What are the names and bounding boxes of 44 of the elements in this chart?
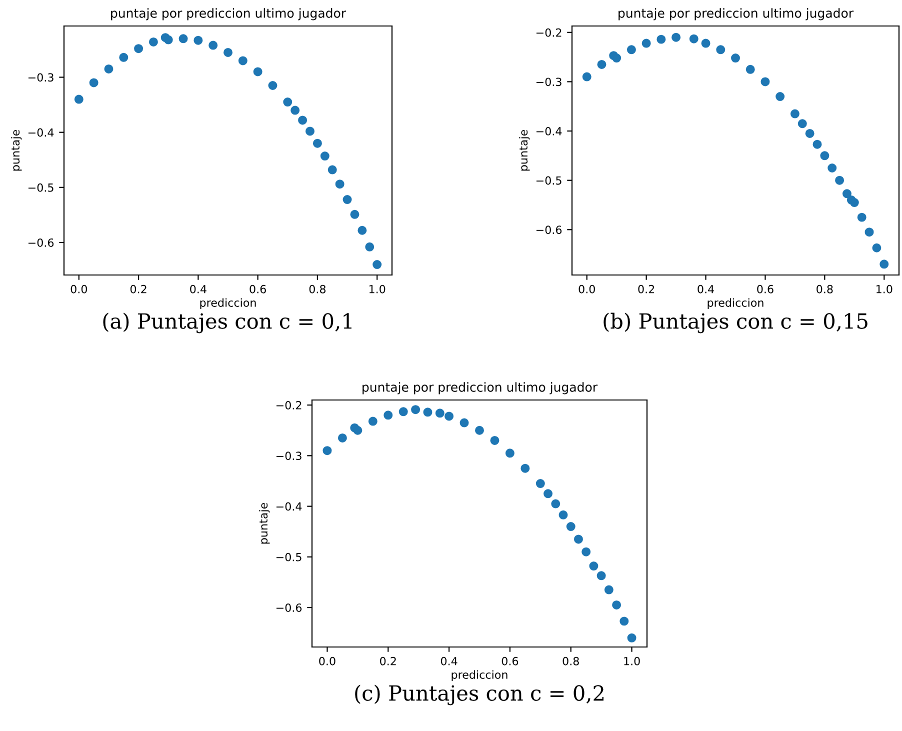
y-tick-label: −0.5 [28,183,54,192]
y-axis-title: puntaje [518,130,530,171]
chart-title: puntaje por prediccion ultimo jugador [618,8,854,20]
x-tick-label: 0.4 [440,656,458,666]
x-tick-label: 0.0 [70,284,88,294]
y-tick-label: −0.2 [536,28,562,37]
y-tick-label: −0.6 [276,603,302,612]
y-axis-title: puntaje [10,130,22,171]
y-tick-label: −0.3 [28,73,54,82]
chart-title: puntaje por prediccion ultimo jugador [111,8,346,20]
x-tick-label: 0.6 [757,284,774,294]
y-tick-label: −0.2 [276,401,302,410]
y-tick-label: −0.4 [28,128,54,137]
x-tick-label: 0.4 [698,284,714,294]
y-tick-label: −0.6 [28,238,54,247]
y-tick-label: −0.3 [536,78,562,86]
y-tick-label: −0.3 [276,452,302,460]
x-tick-label: 0.6 [502,656,518,666]
y-tick-label: −0.6 [536,226,562,234]
y-tick-label: −0.5 [536,176,562,185]
x-tick-label: 0.8 [562,656,579,666]
x-axis-title: prediccion [452,670,508,682]
y-tick-label: −0.5 [276,552,302,562]
x-tick-label: 0.2 [638,284,654,294]
x-axis-title: prediccion [708,298,764,310]
x-tick-label: 0.8 [816,284,833,294]
x-tick-label: 0.4 [190,284,206,294]
x-axis-title: prediccion [200,298,256,310]
x-tick-label: 1.0 [369,284,386,294]
x-tick-label: 1.0 [876,284,892,294]
text: (b) Puntajes con c = 0,15 [604,312,868,334]
chart-title: puntaje por prediccion ultimo jugador [362,382,598,394]
y-axis-title: puntaje [258,502,270,544]
x-tick-label: 0.0 [578,284,595,294]
x-tick-label: 0.2 [130,284,146,294]
x-tick-label: 0.2 [380,656,396,666]
x-tick-label: 0.6 [250,284,266,294]
y-tick-label: −0.4 [276,502,302,511]
text: (a) Puntajes con c = 0,1 [103,312,352,334]
text: (c) Puntajes con c = 0,2 [355,684,604,706]
x-tick-label: 0.0 [319,656,336,666]
x-tick-label: 1.0 [624,656,640,666]
x-tick-label: 0.8 [309,284,326,294]
y-tick-label: −0.4 [536,127,562,136]
